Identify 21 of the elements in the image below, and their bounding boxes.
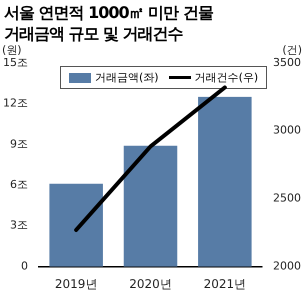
- y2-axis-title: (건): [282, 43, 302, 56]
- x-tick-label: 2020년: [129, 276, 172, 291]
- x-tick-label: 2021년: [204, 276, 246, 291]
- y-tick-label: 3조: [10, 218, 28, 232]
- y-tick-label: 12조: [2, 96, 28, 110]
- y-tick-label: 0: [20, 259, 28, 272]
- y2-tick-label: 2500: [273, 192, 302, 205]
- y-axis-title: (원): [2, 43, 22, 56]
- y2-tick-label: 3000: [273, 124, 302, 137]
- x-tick-label: 2019년: [54, 276, 98, 291]
- y2-tick-label: 3500: [273, 56, 302, 69]
- bar: [124, 146, 178, 267]
- bar: [198, 96, 252, 267]
- chart-title: 서울 연면적 1000㎡ 미만 건물 거래금액 규모 및 거래건수: [4, 2, 213, 44]
- y-tick-label: 15조: [2, 56, 28, 69]
- y-tick-label: 9조: [10, 137, 28, 150]
- y-tick-label: 6조: [10, 178, 28, 192]
- y2-tick-label: 2000: [273, 259, 302, 272]
- legend-label: 거래금액(좌): [95, 70, 159, 85]
- bar: [49, 184, 103, 267]
- legend-label: 거래건수(우): [194, 70, 258, 85]
